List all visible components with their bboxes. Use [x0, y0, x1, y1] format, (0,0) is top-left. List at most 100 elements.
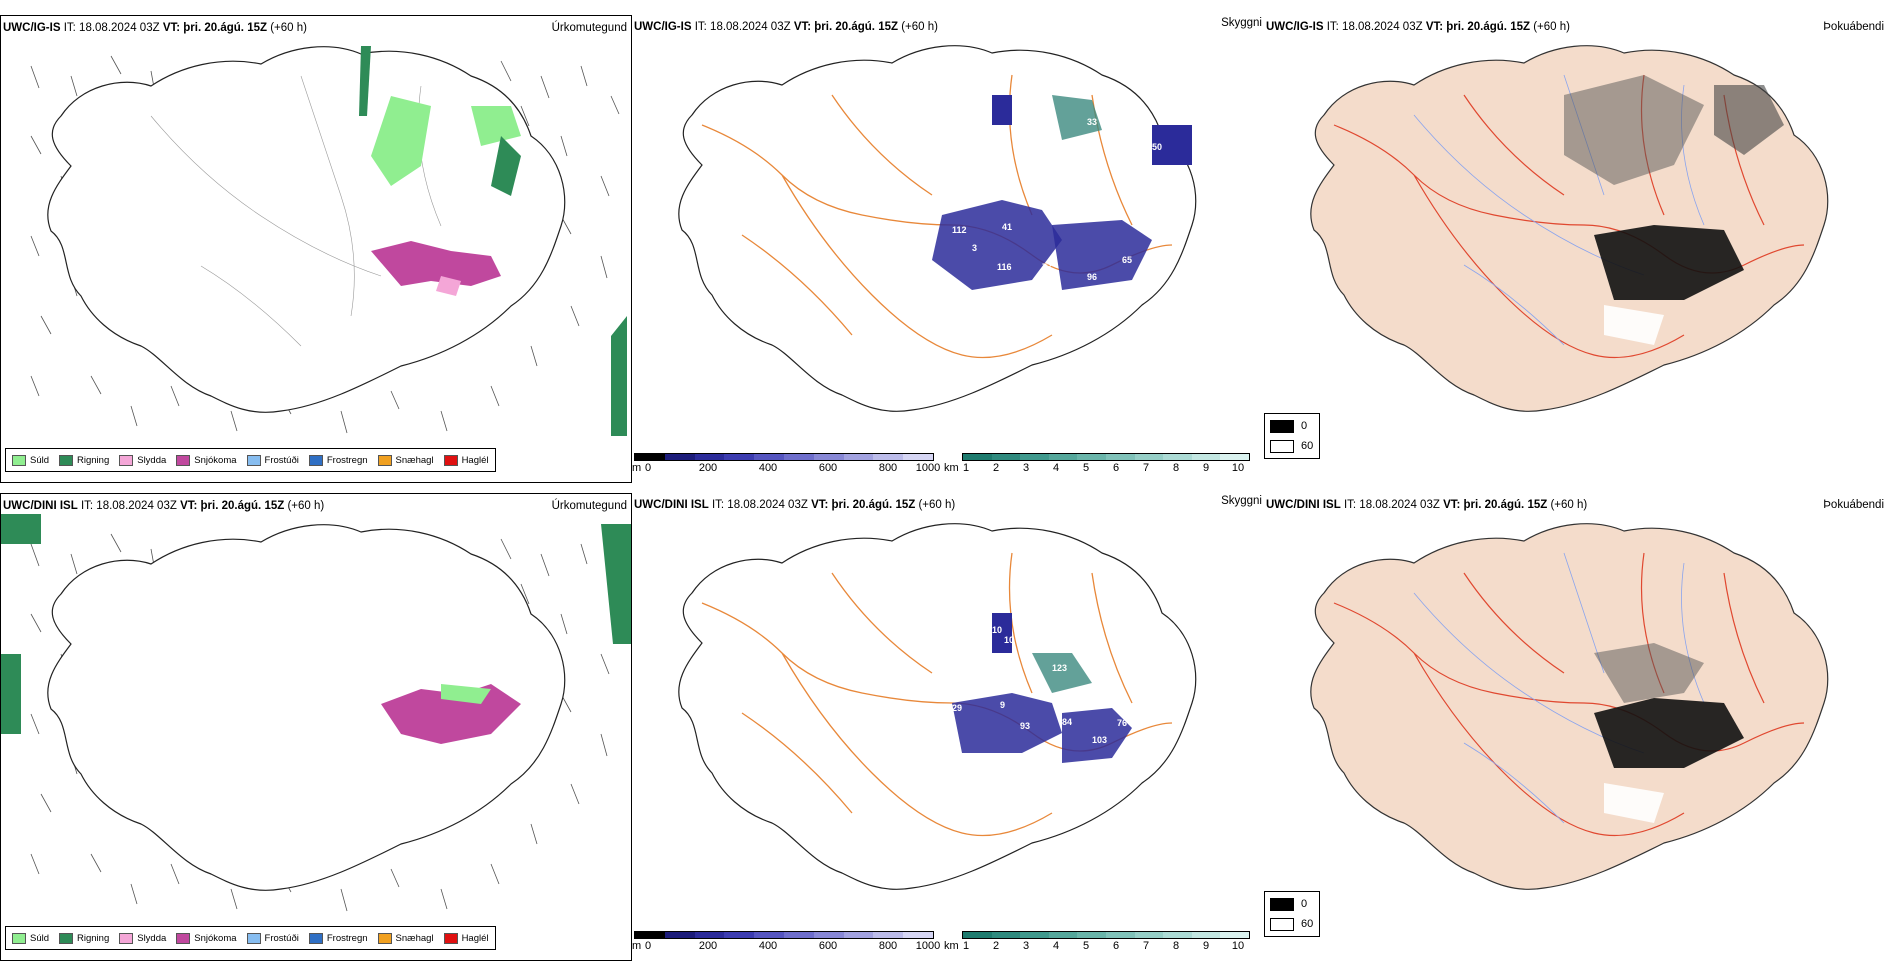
legend-item: Rigning [59, 454, 109, 466]
fog-label-0: 0 [1301, 898, 1308, 910]
visibility-colorbar: km 1 2 3 4 5 6 7 8 9 10 [944, 453, 1254, 475]
legend-item: Slydda [119, 932, 166, 944]
wind-barbs [30, 533, 620, 912]
legend-item: Frostúði [246, 932, 299, 944]
legend-item: Frostregn [308, 932, 368, 944]
svg-text:3: 3 [972, 243, 977, 253]
model-name: UWC/DINI ISL [3, 500, 78, 512]
precip-type-title: Úrkomutegund [551, 500, 627, 512]
legend-swatch [12, 454, 26, 466]
it-value: 18.08.2024 03Z [727, 499, 808, 511]
visibility-tick: 9 [1202, 462, 1210, 474]
svg-text:93: 93 [1020, 721, 1030, 731]
ceiling-colorbar-strip [634, 931, 934, 939]
legend-swatch [176, 932, 191, 944]
visibility-colorbar-strip [962, 453, 1250, 461]
legend-swatch [308, 932, 323, 944]
model-name: UWC/DINI ISL [1266, 499, 1341, 511]
svg-text:65: 65 [1122, 255, 1132, 265]
legend-swatch [246, 932, 261, 944]
ceiling-tick: 200 [698, 940, 718, 952]
precip-type-panel-row1: UWC/IG-IS IT: 18.08.2024 03Z VT: þri. 20… [0, 15, 632, 483]
precip-type-panel-row2: UWC/DINI ISL IT: 18.08.2024 03Z VT: þri.… [0, 493, 632, 961]
svg-text:9: 9 [1000, 700, 1005, 710]
lead-time: (+60 h) [1550, 499, 1588, 511]
svg-text:14: 14 [1127, 115, 1137, 125]
panel-header: UWC/IG-IS IT: 18.08.2024 03Z VT: þri. 20… [1266, 21, 1570, 33]
svg-text:33: 33 [1087, 117, 1097, 127]
vt-value: þri. 20.ágú. 15Z [200, 500, 285, 512]
legend-item: Frostúði [246, 454, 299, 466]
cloud-areas [932, 95, 1192, 290]
legend-swatch [377, 932, 392, 944]
svg-text:84: 84 [1062, 717, 1072, 727]
coastline [1310, 45, 1829, 412]
ceiling-tick: 0 [644, 940, 652, 952]
ceiling-tick: 800 [878, 462, 898, 474]
cloud-labels: 3 8 33 14 50 59 35 76 78 41 112 3 116 77… [952, 92, 1182, 335]
model-name: UWC/DINI ISL [634, 499, 709, 511]
visibility-tick: 4 [1052, 940, 1060, 952]
svg-text:129: 129 [947, 703, 962, 713]
visibility-tick: 7 [1142, 462, 1150, 474]
fog-title: Þokuábendi [1823, 21, 1884, 33]
ceiling-tick: 400 [758, 462, 778, 474]
fog-panel-row1: UWC/IG-IS IT: 18.08.2024 03Z VT: þri. 20… [1264, 15, 1896, 483]
it-label: IT: [1326, 21, 1339, 33]
legend-swatch [308, 454, 323, 466]
legend-item: Snæhagl [377, 932, 434, 944]
visibility-colorbar-strip [962, 931, 1250, 939]
legend-swatch [119, 454, 134, 466]
ceiling-tick: 0 [644, 462, 652, 474]
precip-legend: Súld Rigning Slydda Snjókoma Frostúði Fr… [5, 448, 496, 472]
visibility-tick: 8 [1172, 940, 1180, 952]
legend-item: Rigning [59, 932, 109, 944]
coastline [678, 523, 1197, 890]
vt-label: VT: [1425, 21, 1444, 33]
svg-text:10: 10 [992, 625, 1002, 635]
svg-text:112: 112 [952, 225, 967, 235]
svg-text:76: 76 [1047, 187, 1057, 197]
visibility-unit: km [944, 940, 959, 952]
panel-header: UWC/DINI ISL IT: 18.08.2024 03Z VT: þri.… [1266, 499, 1587, 511]
model-name: UWC/IG-IS [3, 22, 61, 34]
model-name: UWC/IG-IS [634, 21, 692, 33]
visibility-tick: 5 [1082, 940, 1090, 952]
vt-value: þri. 20.ágú. 15Z [183, 22, 268, 34]
cloud-areas [952, 613, 1132, 763]
legend-item: Haglél [443, 454, 489, 466]
fog-title: Þokuábendi [1823, 499, 1884, 511]
svg-text:59: 59 [1172, 177, 1182, 187]
fog-swatch-60 [1270, 440, 1294, 453]
fog-map [1310, 45, 1829, 412]
visibility-unit: km [944, 462, 959, 474]
lead-time: (+60 h) [287, 500, 325, 512]
cloud-vis-map: 10 10 123 130 129 9 93 84 103 76 3 15 [678, 523, 1197, 890]
ceiling-colorbar: m 0 200 400 600 800 1000 [632, 931, 942, 953]
visibility-tick: 1 [962, 940, 970, 952]
legend-swatch [59, 454, 74, 466]
it-label: IT: [711, 499, 725, 511]
precip-areas [359, 46, 627, 436]
ceiling-tick: 200 [698, 462, 718, 474]
visibility-title: Skyggni [1221, 495, 1262, 507]
precip-legend: Súld Rigning Slydda Snjókoma Frostúði Fr… [5, 926, 496, 950]
legend-swatch [246, 454, 261, 466]
svg-text:3: 3 [1062, 325, 1067, 335]
it-label: IT: [1343, 499, 1357, 511]
lead-time: (+60 h) [270, 22, 307, 34]
it-value: 18.08.2024 03Z [1359, 499, 1440, 511]
visibility-tick: 8 [1172, 462, 1180, 474]
svg-text:77: 77 [1042, 262, 1052, 272]
svg-text:78: 78 [1052, 205, 1062, 215]
visibility-tick: 5 [1082, 462, 1090, 474]
precip-areas [1, 514, 631, 744]
svg-text:123: 123 [1052, 663, 1067, 673]
lead-time: (+60 h) [918, 499, 956, 511]
fog-areas [1594, 643, 1744, 823]
fog-label-0: 0 [1301, 420, 1308, 432]
model-name: UWC/IG-IS [1266, 21, 1324, 33]
vt-label: VT: [811, 499, 829, 511]
panel-header: UWC/IG-IS IT: 18.08.2024 03Z VT: þri. 20… [3, 22, 307, 34]
vt-value: þri. 20.ágú. 15Z [1446, 21, 1531, 33]
